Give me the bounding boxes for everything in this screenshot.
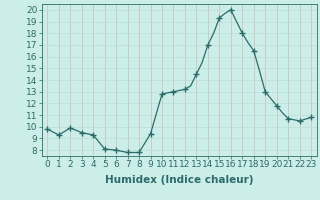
X-axis label: Humidex (Indice chaleur): Humidex (Indice chaleur) bbox=[105, 175, 253, 185]
